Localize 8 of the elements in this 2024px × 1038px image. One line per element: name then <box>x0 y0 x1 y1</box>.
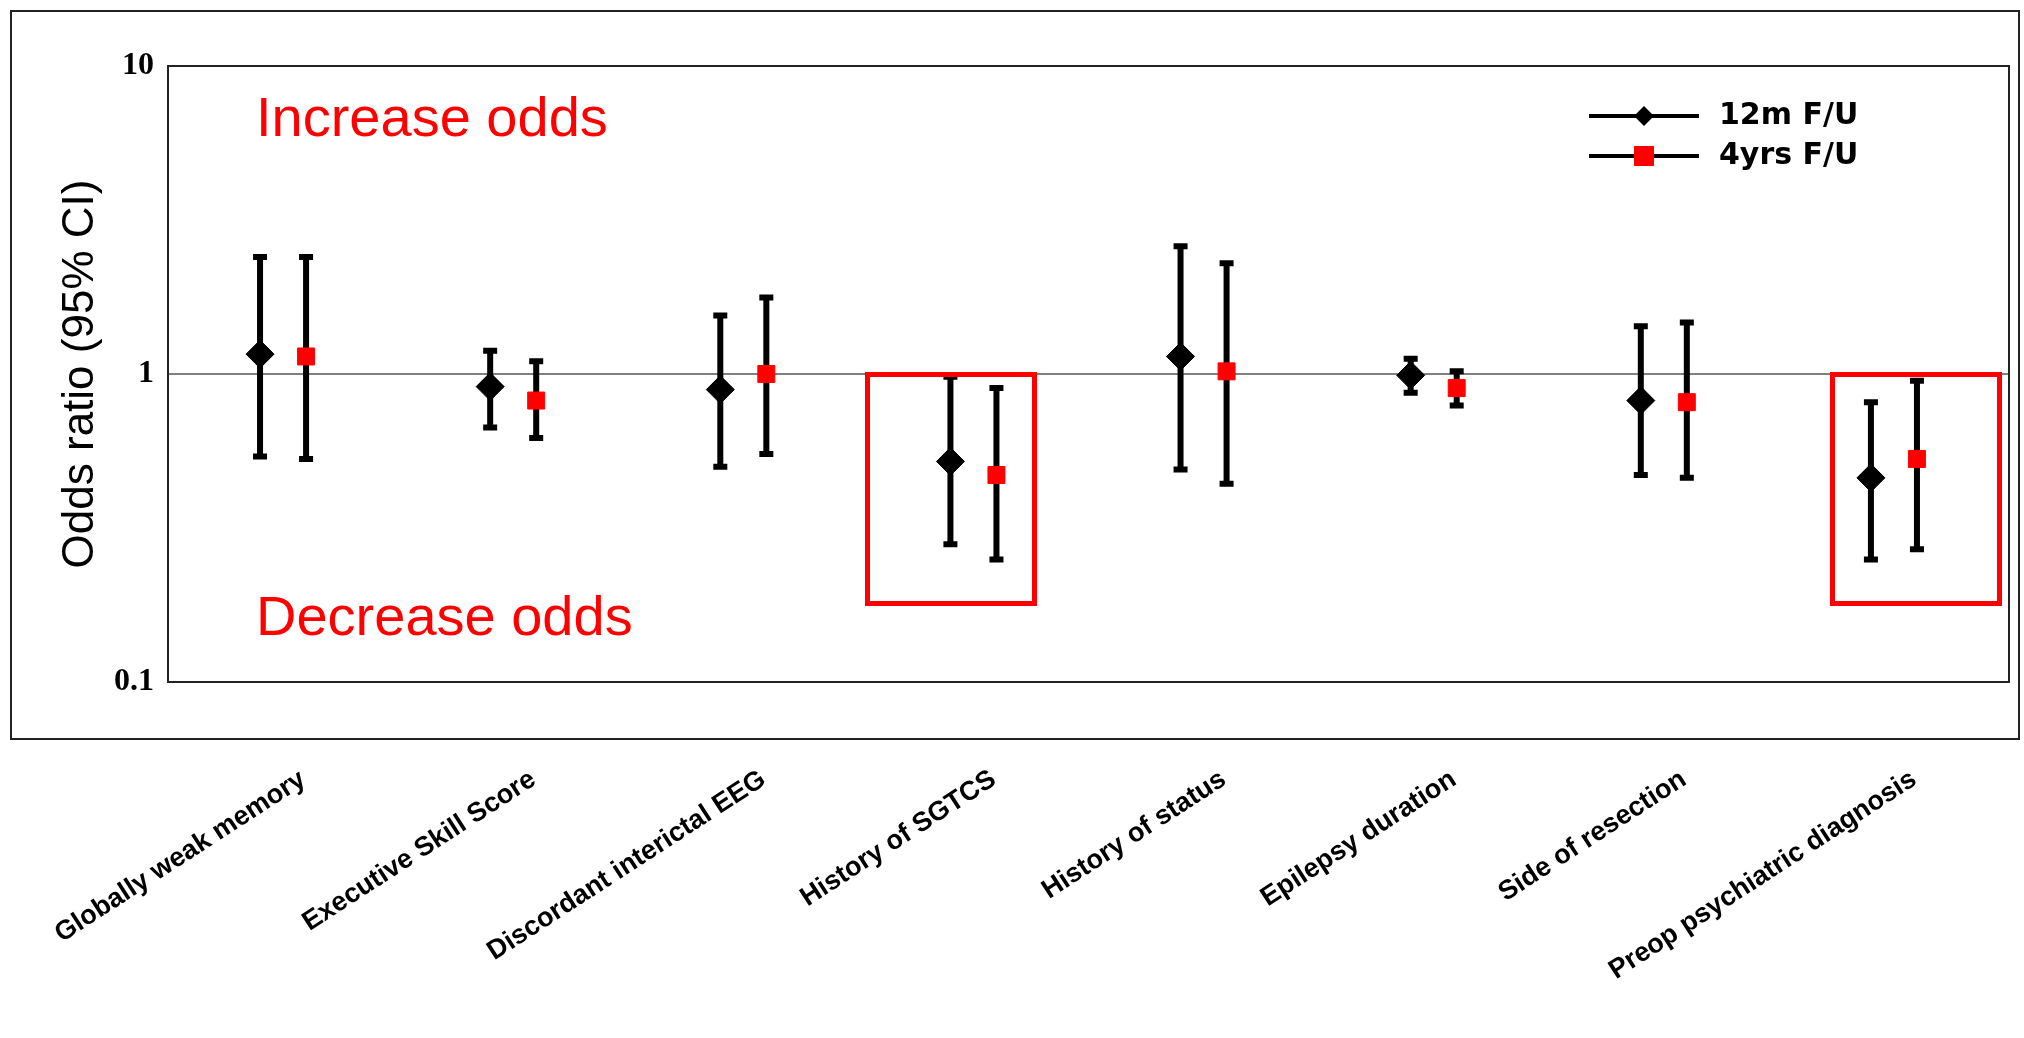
y-tick-label: 10 <box>122 45 154 82</box>
y-tick-label: 1 <box>138 353 154 390</box>
legend-label: 12m F/U <box>1719 95 1859 131</box>
y-axis-title: Odds ratio (95% CI) <box>52 179 103 569</box>
legend-label: 4yrs F/U <box>1719 135 1859 171</box>
annotation: Increase odds <box>256 85 608 149</box>
y-tick-label: 0.1 <box>114 661 154 698</box>
annotation: Decrease odds <box>256 584 633 648</box>
